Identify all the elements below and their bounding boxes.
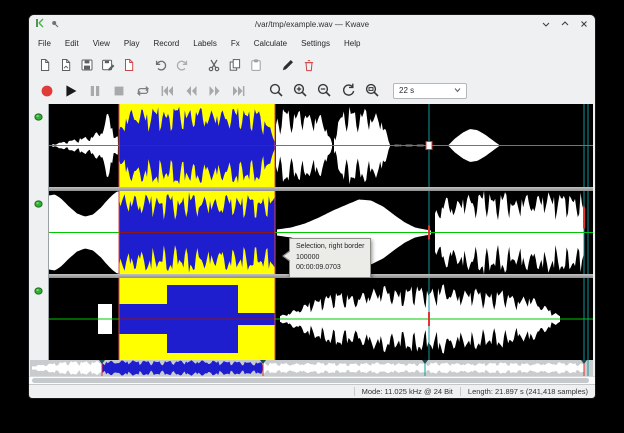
status-mode: Mode: 11.025 kHz @ 24 Bit — [361, 387, 453, 396]
overview-bar[interactable] — [29, 360, 595, 376]
copy-icon[interactable] — [226, 57, 243, 74]
statusbar: Mode: 11.025 kHz @ 24 Bit Length: 21.897… — [29, 384, 595, 398]
pin-icon[interactable] — [51, 15, 59, 33]
paste-icon[interactable] — [247, 57, 264, 74]
menu-play[interactable]: Play — [123, 38, 140, 48]
stop-icon[interactable] — [110, 82, 128, 100]
channel3-enable-led[interactable] — [34, 282, 43, 295]
waveform-tracks — [49, 104, 593, 360]
zoom-out-icon[interactable] — [315, 82, 333, 100]
rewind-icon[interactable] — [182, 82, 200, 100]
play-icon[interactable] — [62, 82, 80, 100]
menu-help[interactable]: Help — [343, 38, 361, 48]
channel2-enable-led[interactable] — [34, 195, 43, 208]
signal-view — [29, 104, 595, 360]
file-save-icon[interactable] — [78, 57, 95, 74]
status-length: Length: 21.897 s (241,418 samples) — [467, 387, 588, 396]
menu-labels[interactable]: Labels — [193, 38, 217, 48]
zoom-time-value: 22 s — [399, 86, 415, 95]
menu-edit[interactable]: Edit — [64, 38, 79, 48]
zoom-time-combobox[interactable]: 22 s — [393, 82, 467, 99]
menu-file[interactable]: File — [38, 38, 51, 48]
zoom-all-icon[interactable] — [363, 82, 381, 100]
delete-icon[interactable] — [300, 57, 317, 74]
status-divider — [459, 387, 461, 396]
horizontal-scrollbar[interactable] — [29, 376, 595, 384]
record-icon[interactable] — [38, 82, 56, 100]
tooltip-samples: 100000 — [296, 253, 320, 261]
tooltip-title: Selection, right border — [296, 243, 365, 250]
skip-end-icon[interactable] — [230, 82, 248, 100]
menu-fx[interactable]: Fx — [230, 38, 240, 48]
redo-icon[interactable] — [173, 57, 190, 74]
menu-calculate[interactable]: Calculate — [253, 38, 288, 48]
titlebar[interactable]: /var/tmp/example.wav — Kwave — [29, 15, 595, 33]
undo-icon[interactable] — [152, 57, 169, 74]
status-divider — [353, 387, 355, 396]
kwave-window: /var/tmp/example.wav — Kwave File Edit V… — [28, 14, 596, 399]
tooltip-time: 00:00:09.0703 — [296, 264, 341, 271]
scrollbar-thumb[interactable] — [32, 378, 589, 383]
pen-icon[interactable] — [279, 57, 296, 74]
window-title: /var/tmp/example.wav — Kwave — [254, 19, 370, 29]
minimize-icon[interactable] — [542, 20, 550, 28]
channel1-waveform[interactable] — [49, 104, 593, 187]
pause-icon[interactable] — [86, 82, 104, 100]
zoom-revert-icon[interactable] — [339, 82, 357, 100]
channel3-waveform[interactable] — [49, 278, 593, 360]
file-save-as-icon[interactable] — [99, 57, 116, 74]
selection-tooltip: Selection, right border 100000 00:00:09.… — [282, 238, 372, 278]
channel1-enable-led[interactable] — [34, 108, 43, 121]
playback-toolbar: 22 s — [29, 77, 595, 104]
file-new-icon[interactable] — [36, 57, 53, 74]
main-toolbar — [29, 53, 595, 77]
menu-view[interactable]: View — [92, 38, 110, 48]
menubar: File Edit View Play Record Labels Fx Cal… — [29, 33, 595, 53]
channel-controls-column — [29, 104, 49, 360]
file-close-icon[interactable] — [120, 57, 137, 74]
menu-record[interactable]: Record — [153, 38, 180, 48]
chevron-down-icon — [454, 86, 461, 95]
loop-icon[interactable] — [134, 82, 152, 100]
maximize-icon[interactable] — [561, 20, 569, 28]
close-icon[interactable] — [580, 20, 588, 28]
menu-settings[interactable]: Settings — [301, 38, 330, 48]
file-open-icon[interactable] — [57, 57, 74, 74]
cut-icon[interactable] — [205, 57, 222, 74]
channel-separator — [49, 187, 593, 191]
skip-start-icon[interactable] — [158, 82, 176, 100]
zoom-in-icon[interactable] — [291, 82, 309, 100]
kwave-app-icon — [36, 15, 46, 33]
zoom-selection-icon[interactable] — [267, 82, 285, 100]
fast-forward-icon[interactable] — [206, 82, 224, 100]
